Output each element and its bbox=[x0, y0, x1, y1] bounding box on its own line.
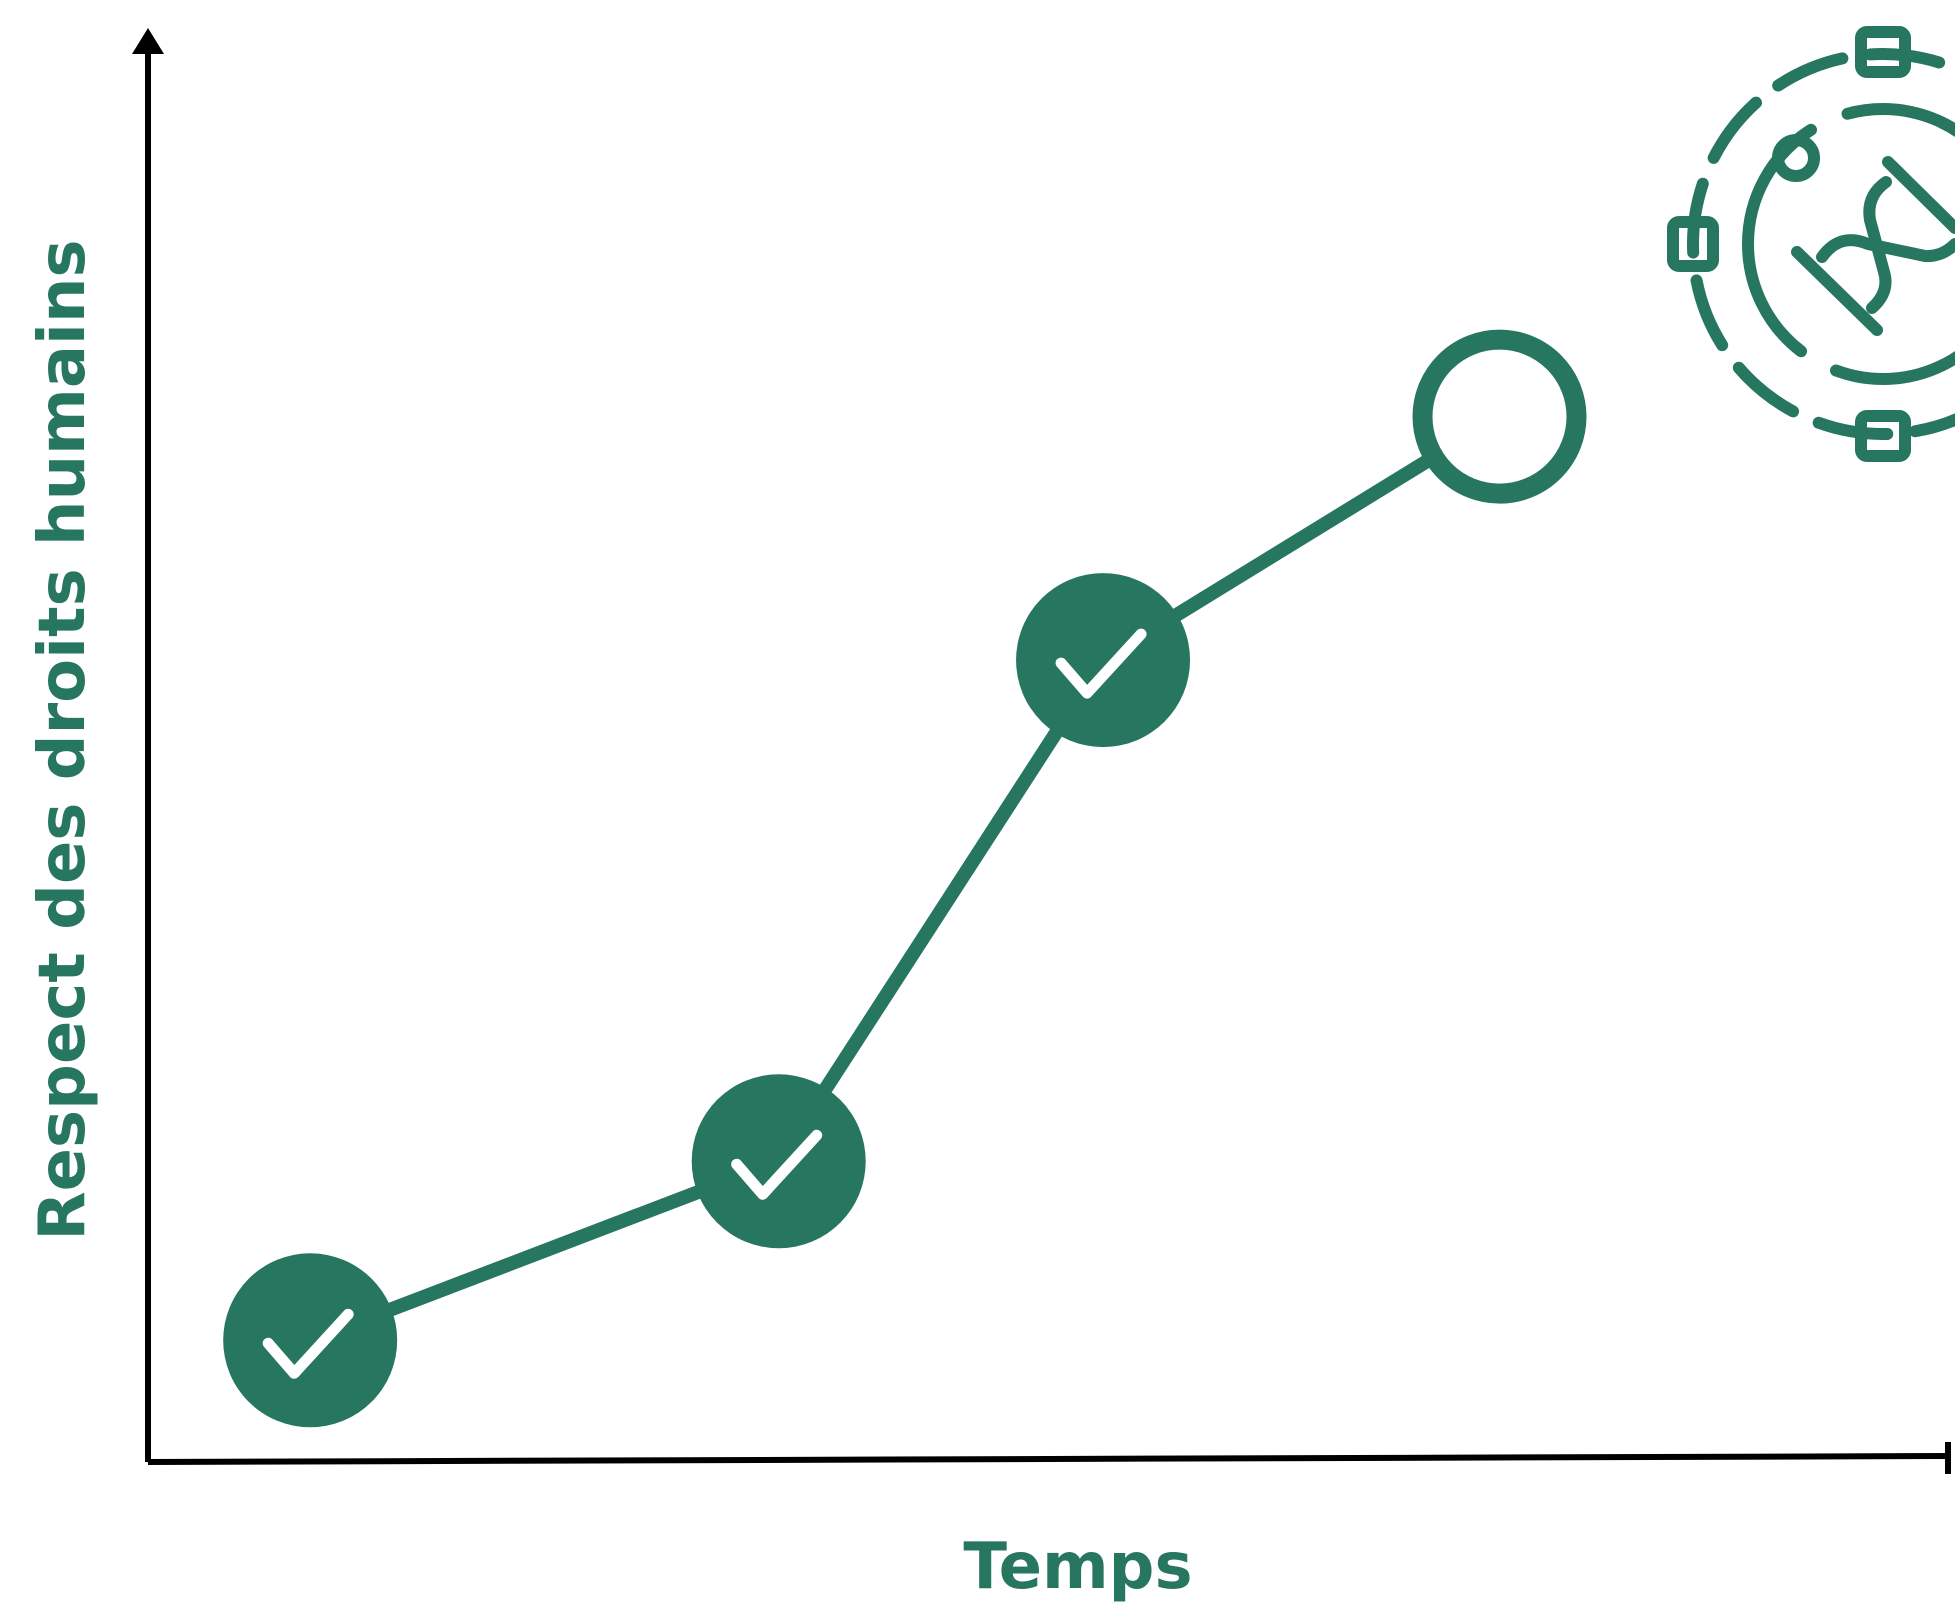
data-point-marker bbox=[691, 1074, 866, 1249]
axes bbox=[132, 28, 1951, 1474]
gear-with-handshake-icon bbox=[1667, 26, 1955, 462]
check-icon bbox=[1055, 628, 1147, 699]
x-axis-label: Temps bbox=[963, 1530, 1192, 1602]
data-point-marker-pending bbox=[1412, 329, 1587, 504]
data-point-4 bbox=[1412, 329, 1587, 504]
y-axis-arrow bbox=[132, 28, 164, 54]
data-point-2 bbox=[691, 1074, 866, 1249]
series-line-path bbox=[307, 410, 1504, 1347]
check-icon bbox=[262, 1308, 354, 1379]
y-axis-label: Respect des droits humains bbox=[26, 239, 100, 1240]
data-points bbox=[223, 329, 1587, 1428]
data-point-1 bbox=[223, 1253, 398, 1428]
data-point-3 bbox=[1016, 573, 1191, 748]
data-point-marker bbox=[223, 1253, 398, 1428]
series-line bbox=[307, 410, 1504, 1347]
x-axis-line bbox=[147, 1453, 1951, 1465]
data-point-marker bbox=[1016, 573, 1191, 748]
check-icon bbox=[731, 1129, 823, 1200]
